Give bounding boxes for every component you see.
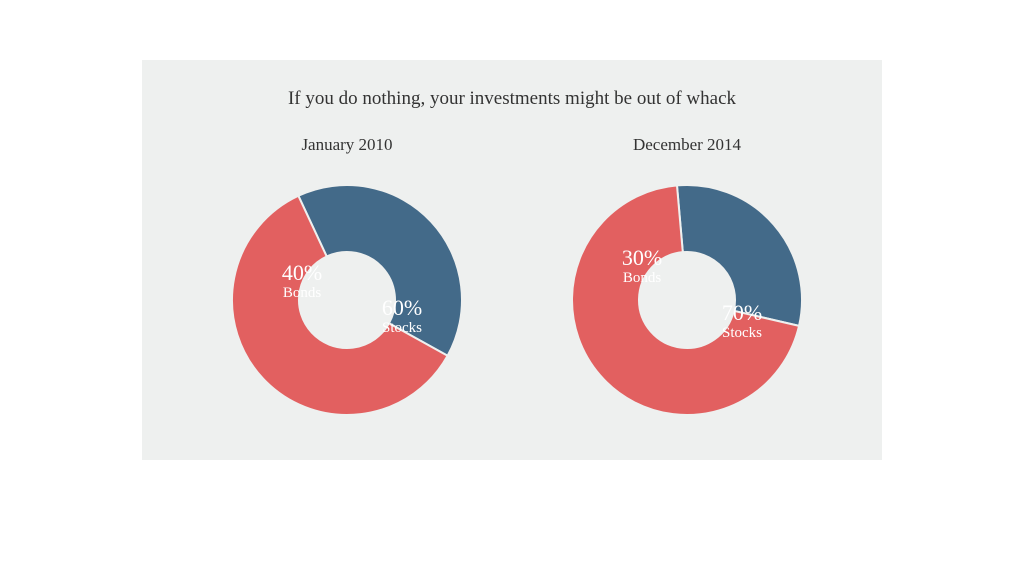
chart-card: If you do nothing, your investments migh… <box>142 60 882 460</box>
slice-pct: 30% <box>602 245 682 270</box>
donut-chart: 40%Bonds 60%Stocks <box>207 170 487 430</box>
donut-subtitle: January 2010 <box>207 135 487 155</box>
slice-category: Bonds <box>262 285 342 302</box>
donut-svg <box>547 170 827 430</box>
chart-title: If you do nothing, your investments migh… <box>142 88 882 110</box>
slice-category: Stocks <box>702 325 782 342</box>
donut-chart: 30%Bonds 70%Stocks <box>547 170 827 430</box>
slice-label-stocks: 70%Stocks <box>702 300 782 343</box>
slice-label-stocks: 60%Stocks <box>362 295 442 338</box>
donut-svg <box>207 170 487 430</box>
slice-category: Bonds <box>602 270 682 287</box>
slice-pct: 60% <box>362 295 442 320</box>
slice-pct: 40% <box>262 260 342 285</box>
slice-pct: 70% <box>702 300 782 325</box>
slice-category: Stocks <box>362 320 442 337</box>
slice-label-bonds: 30%Bonds <box>602 245 682 288</box>
slice-label-bonds: 40%Bonds <box>262 260 342 303</box>
donut-subtitle: December 2014 <box>547 135 827 155</box>
